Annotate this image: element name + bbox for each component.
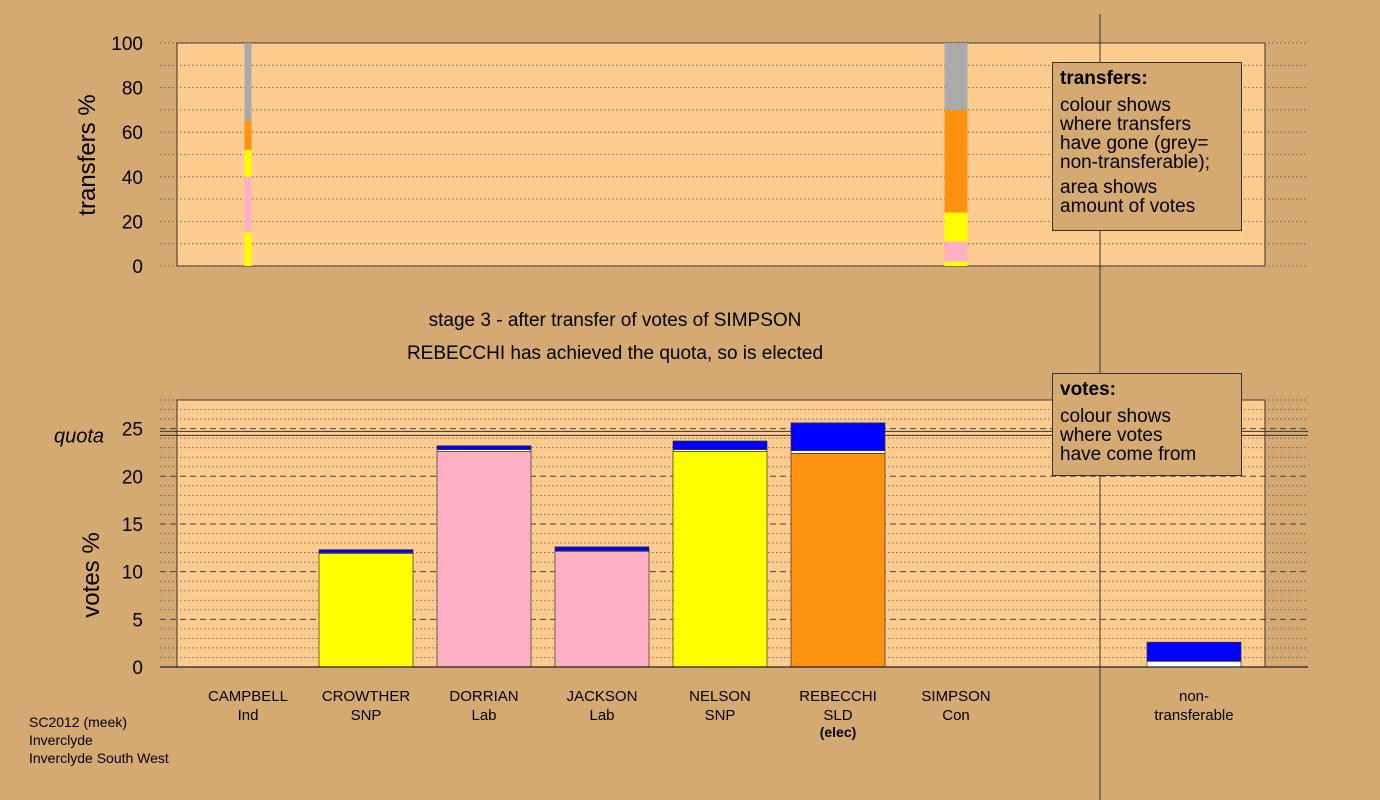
votes-tick-label: 25 <box>122 420 143 441</box>
elected-label: (elec) <box>820 724 857 740</box>
transfer-segment <box>244 176 252 233</box>
transfers-tick-label: 100 <box>111 34 143 55</box>
votes-tick-label: 5 <box>132 610 143 631</box>
votes-tick-label: 15 <box>122 515 143 536</box>
transfer-segment <box>244 150 252 177</box>
candidate-name: REBECCHI <box>799 688 877 705</box>
transfer-segment <box>944 241 968 262</box>
vote-segment <box>318 549 414 553</box>
transfers-legend-line: where transfers <box>1060 114 1191 135</box>
candidate-party: Con <box>942 707 970 724</box>
candidate-name: CROWTHER <box>322 688 410 705</box>
transfer-segment <box>944 212 968 242</box>
footer-council: Inverclyde <box>29 732 93 748</box>
candidate-party: SNP <box>705 707 736 724</box>
vote-segment <box>672 440 768 450</box>
candidate-party: Lab <box>471 707 496 724</box>
candidate-name: SIMPSON <box>921 688 990 705</box>
transfer-segment <box>244 121 252 151</box>
vote-segment <box>436 445 532 450</box>
transfers-legend-line: have gone (grey= <box>1060 133 1209 154</box>
stage-subtitle: REBECCHI has achieved the quota, so is e… <box>407 343 823 364</box>
vote-segment <box>790 453 886 668</box>
transfers-tick-label: 60 <box>122 123 143 144</box>
nontransferable-label: transferable <box>1154 707 1233 724</box>
vote-segment <box>436 451 532 668</box>
nontransferable-segment <box>1146 660 1242 668</box>
candidate-party: SLD <box>823 707 852 724</box>
votes-tick-label: 20 <box>122 467 143 488</box>
transfers-legend-line: amount of votes <box>1060 196 1196 217</box>
votes-legend-box: votes: colour shows where votes have com… <box>1052 373 1242 476</box>
footer: SC2012 (meek) Inverclyde Inverclyde Sout… <box>29 713 169 767</box>
vote-segment <box>554 546 650 552</box>
footer-election: SC2012 (meek) <box>29 714 128 730</box>
candidate-party: Ind <box>238 707 259 724</box>
transfers-tick-label: 0 <box>132 257 143 278</box>
candidate-name: CAMPBELL <box>208 688 288 705</box>
transfers-legend-line: colour shows <box>1060 95 1171 116</box>
votes-tick-label: 10 <box>122 563 143 584</box>
candidate-name: JACKSON <box>567 688 638 705</box>
transfers-legend-line: area shows <box>1060 177 1158 198</box>
transfers-legend-line: non-transferable); <box>1060 152 1210 173</box>
votes-legend-title: votes: <box>1060 379 1116 400</box>
stage-title: stage 3 - after transfer of votes of SIM… <box>429 310 802 331</box>
transfer-segment <box>244 43 252 122</box>
transfers-legend-title: transfers: <box>1060 68 1148 89</box>
votes-tick-label: 0 <box>132 658 143 679</box>
vote-segment <box>790 450 886 454</box>
vote-segment <box>554 551 650 668</box>
transfer-segment <box>244 232 252 266</box>
transfers-axis-label: transfers % <box>74 94 101 215</box>
votes-legend-line: where votes <box>1060 425 1163 446</box>
transfers-tick-label: 80 <box>122 79 143 100</box>
transfer-segment <box>944 261 968 266</box>
vote-segment <box>318 553 414 668</box>
votes-legend-line: have come from <box>1060 444 1197 465</box>
candidate-party: SNP <box>351 707 382 724</box>
nontransferable-segment <box>1146 641 1242 662</box>
vote-segment <box>672 451 768 668</box>
transfers-legend-box: transfers: colour shows where transfers … <box>1052 62 1242 231</box>
candidate-name: NELSON <box>689 688 751 705</box>
candidate-name: DORRIAN <box>449 688 518 705</box>
vote-segment <box>790 422 886 451</box>
transfer-segment <box>944 109 968 213</box>
transfers-tick-label: 40 <box>122 168 143 189</box>
nontransferable-label: non- <box>1179 688 1209 705</box>
candidate-party: Lab <box>589 707 614 724</box>
transfer-segment <box>944 43 968 110</box>
votes-axis-label: votes % <box>78 532 105 617</box>
votes-legend-line: colour shows <box>1060 406 1171 427</box>
quota-label: quota <box>54 425 104 447</box>
footer-ward: Inverclyde South West <box>29 750 169 766</box>
transfers-tick-label: 20 <box>122 212 143 233</box>
